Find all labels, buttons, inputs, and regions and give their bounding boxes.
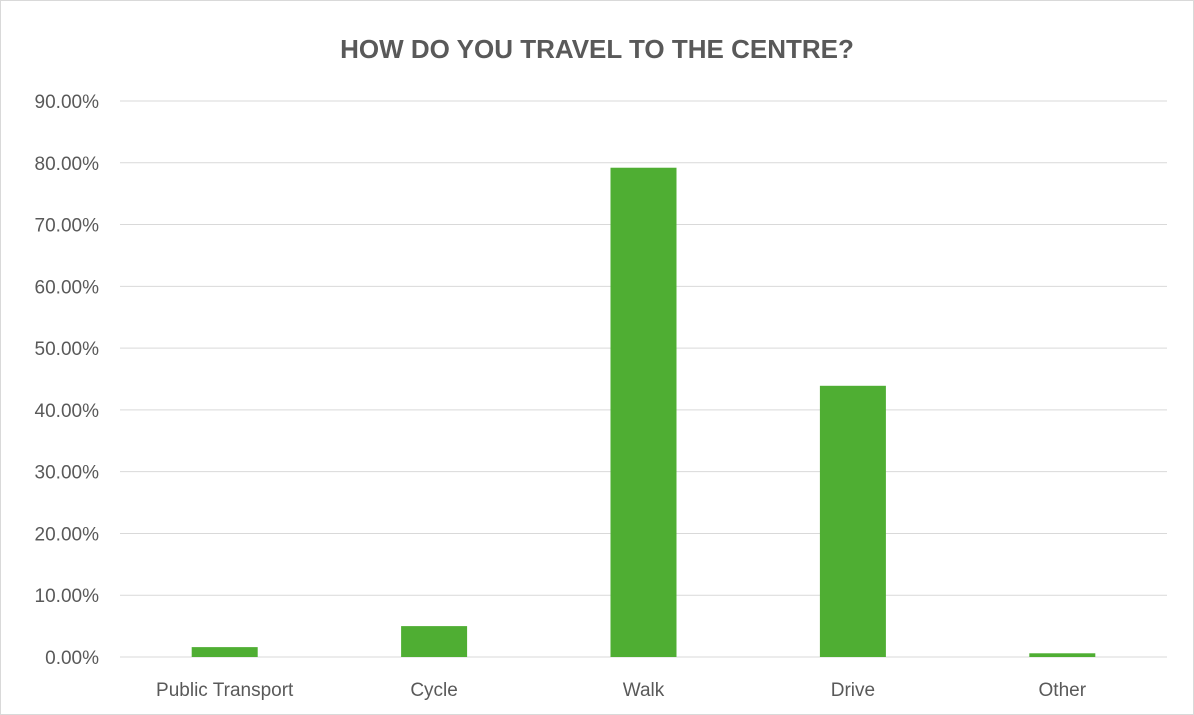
y-tick-label: 90.00% (35, 92, 100, 113)
y-tick-label: 80.00% (35, 154, 100, 175)
bar-cycle (401, 626, 468, 657)
x-tick-label: Public Transport (156, 680, 294, 701)
bars (191, 167, 1096, 657)
bar-walk (610, 167, 677, 657)
y-tick-label: 20.00% (35, 524, 100, 545)
bar-public-transport (191, 647, 258, 657)
bar-other (1029, 653, 1096, 657)
y-tick-label: 70.00% (35, 216, 100, 237)
x-tick-label: Cycle (410, 680, 458, 701)
x-tick-label: Drive (831, 680, 875, 701)
y-tick-label: 0.00% (45, 648, 99, 669)
x-tick-label: Other (1039, 680, 1087, 701)
y-tick-label: 50.00% (35, 339, 100, 360)
x-axis-labels: Public Transport Cycle Walk Drive Other (156, 680, 1087, 701)
y-tick-label: 10.00% (35, 586, 100, 607)
y-tick-label: 60.00% (35, 277, 100, 298)
bar-drive (819, 385, 886, 657)
chart-title: HOW DO YOU TRAVEL TO THE CENTRE? (340, 34, 854, 64)
y-axis-labels: 0.00% 10.00% 20.00% 30.00% 40.00% 50.00% 60.00… (35, 92, 100, 669)
y-tick-label: 40.00% (35, 401, 100, 422)
x-tick-label: Walk (623, 680, 665, 701)
y-tick-label: 30.00% (35, 463, 100, 484)
